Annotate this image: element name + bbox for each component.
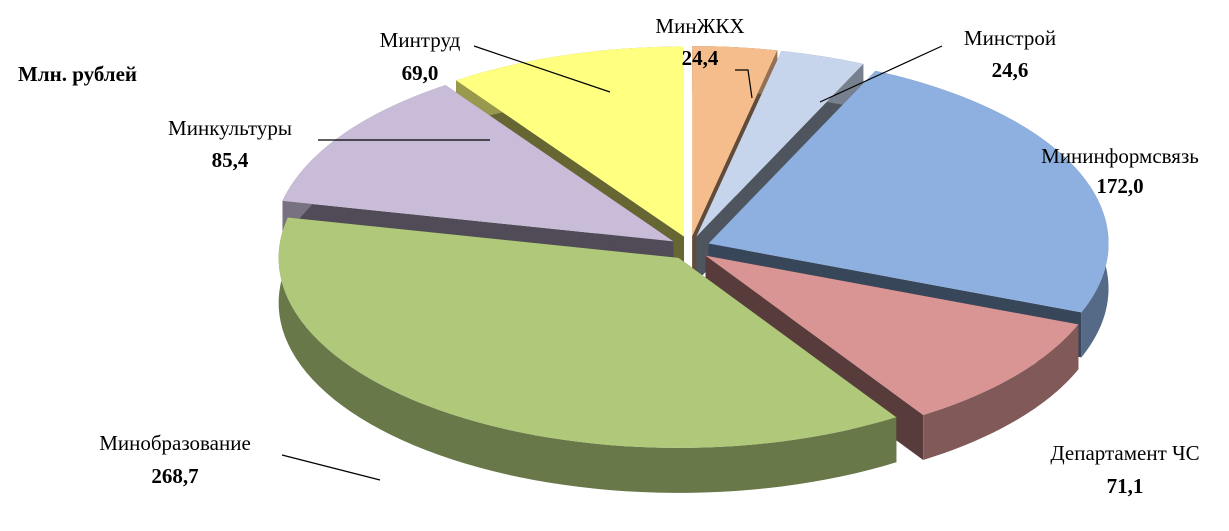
slice	[456, 46, 685, 237]
slice	[282, 85, 674, 242]
slice	[708, 70, 1109, 313]
slice-label: Минобразование	[99, 431, 251, 455]
slice	[705, 255, 1079, 415]
value-label: 24,6	[992, 58, 1029, 82]
leader-line	[735, 69, 753, 99]
chart-title: Млн. рублей	[18, 62, 137, 86]
slice-label: Мининформсвязь	[1041, 144, 1199, 168]
slice	[692, 46, 778, 237]
value-label: 24,4	[682, 46, 719, 70]
slice-wall	[278, 217, 897, 493]
leader-line	[281, 454, 381, 481]
value-label: 69,0	[402, 61, 439, 85]
leader-line	[473, 45, 611, 93]
slice-label: МинЖКХ	[655, 14, 744, 38]
value-label: 172,0	[1096, 174, 1143, 198]
value-label: 71,1	[1107, 474, 1144, 498]
slice-label: Минстрой	[964, 26, 1056, 50]
leader-line	[819, 45, 943, 103]
slice-label: Минкультуры	[168, 116, 292, 140]
value-label: 85,4	[212, 148, 249, 172]
slice-label: Департамент ЧС	[1050, 441, 1199, 465]
slice-label: Минтруд	[380, 28, 461, 52]
value-label: 268,7	[151, 464, 198, 488]
slice	[278, 217, 897, 448]
slice-wall	[923, 324, 1079, 460]
slice	[696, 50, 864, 237]
